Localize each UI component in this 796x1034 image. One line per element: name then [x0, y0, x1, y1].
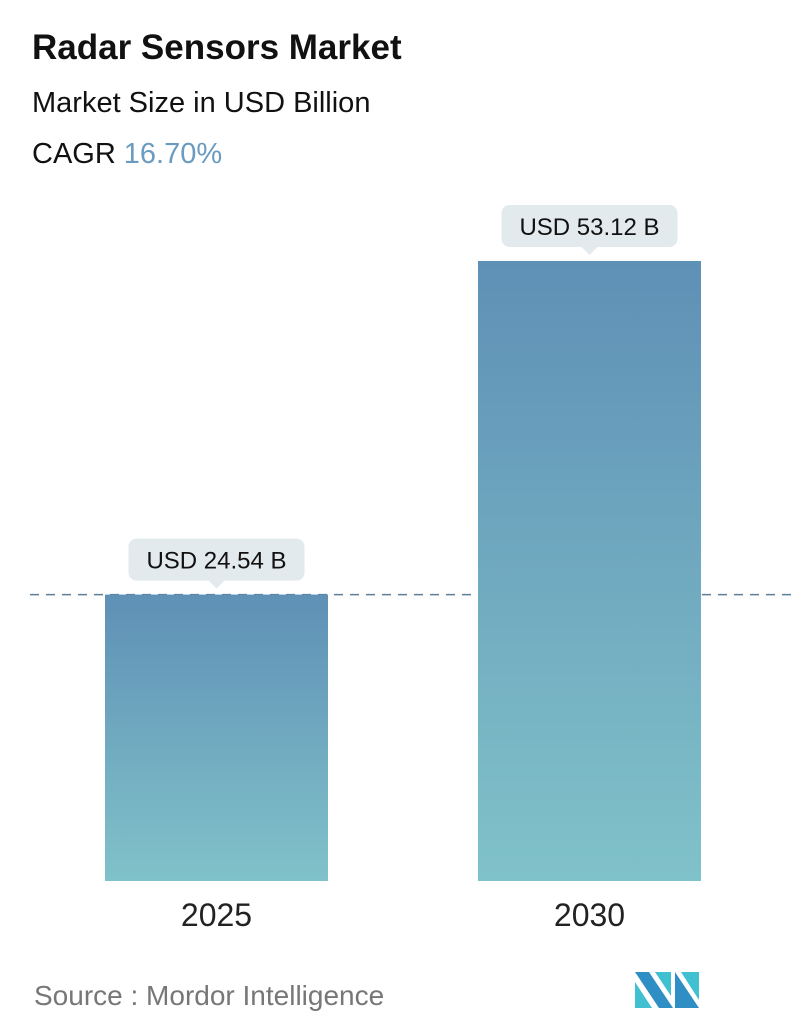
- data-label: USD 53.12 B: [519, 214, 659, 241]
- mordor-intelligence-logo: [635, 972, 699, 1008]
- source-note: Source : Mordor Intelligence: [34, 980, 385, 1011]
- data-label-bubble: [128, 538, 305, 581]
- cagr-label: CAGR: [32, 138, 116, 170]
- bar-chart: USD 24.54 B 2025 USD 53.12 B 2030: [30, 205, 796, 933]
- chart-subtitle: Market Size in USD Billion: [32, 87, 371, 119]
- data-label-pointer: [581, 247, 598, 255]
- chart-title: Radar Sensors Market: [32, 28, 402, 67]
- data-label: USD 24.54 B: [146, 548, 286, 575]
- x-tick-label: 2030: [554, 897, 625, 933]
- cagr-value: 16.70%: [123, 138, 223, 170]
- bar-2025: [105, 594, 328, 881]
- data-label-bubble: [501, 205, 678, 247]
- cagr: CAGR 16.70%: [32, 138, 222, 171]
- data-label-pointer: [208, 580, 225, 589]
- x-tick-label: 2025: [181, 897, 252, 933]
- bar-2030: [478, 261, 701, 881]
